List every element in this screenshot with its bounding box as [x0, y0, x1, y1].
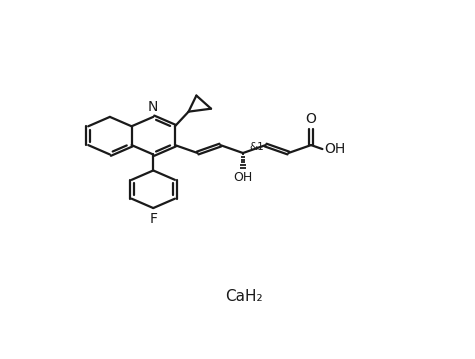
Text: N: N: [148, 99, 159, 113]
Text: OH: OH: [324, 142, 345, 156]
Text: F: F: [149, 212, 157, 226]
Text: &1: &1: [250, 142, 265, 151]
Text: OH: OH: [233, 171, 253, 184]
Text: CaH₂: CaH₂: [225, 289, 262, 304]
Text: O: O: [305, 112, 316, 126]
